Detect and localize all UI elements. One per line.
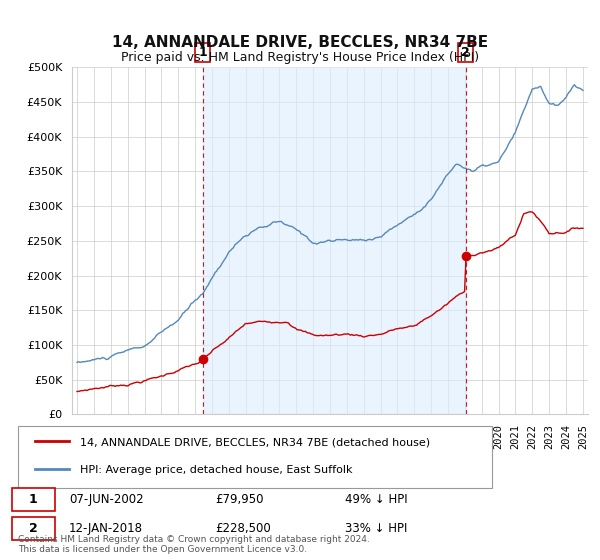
Text: HPI: Average price, detached house, East Suffolk: HPI: Average price, detached house, East… <box>80 465 353 475</box>
Text: 12-JAN-2018: 12-JAN-2018 <box>69 522 143 535</box>
Text: Contains HM Land Registry data © Crown copyright and database right 2024.
This d: Contains HM Land Registry data © Crown c… <box>18 535 370 554</box>
Bar <box>203 67 466 414</box>
Text: 2: 2 <box>29 522 38 535</box>
Text: 2: 2 <box>461 46 470 59</box>
Text: 07-JUN-2002: 07-JUN-2002 <box>69 493 143 506</box>
Text: Price paid vs. HM Land Registry's House Price Index (HPI): Price paid vs. HM Land Registry's House … <box>121 52 479 64</box>
FancyBboxPatch shape <box>13 488 55 511</box>
Text: 33% ↓ HPI: 33% ↓ HPI <box>345 522 407 535</box>
Text: 49% ↓ HPI: 49% ↓ HPI <box>345 493 408 506</box>
Text: 14, ANNANDALE DRIVE, BECCLES, NR34 7BE: 14, ANNANDALE DRIVE, BECCLES, NR34 7BE <box>112 35 488 50</box>
Text: £79,950: £79,950 <box>215 493 264 506</box>
Text: 14, ANNANDALE DRIVE, BECCLES, NR34 7BE (detached house): 14, ANNANDALE DRIVE, BECCLES, NR34 7BE (… <box>80 437 430 447</box>
FancyBboxPatch shape <box>18 426 492 488</box>
Text: £228,500: £228,500 <box>215 522 271 535</box>
Text: 1: 1 <box>198 46 207 59</box>
Text: 1: 1 <box>29 493 38 506</box>
FancyBboxPatch shape <box>13 517 55 540</box>
